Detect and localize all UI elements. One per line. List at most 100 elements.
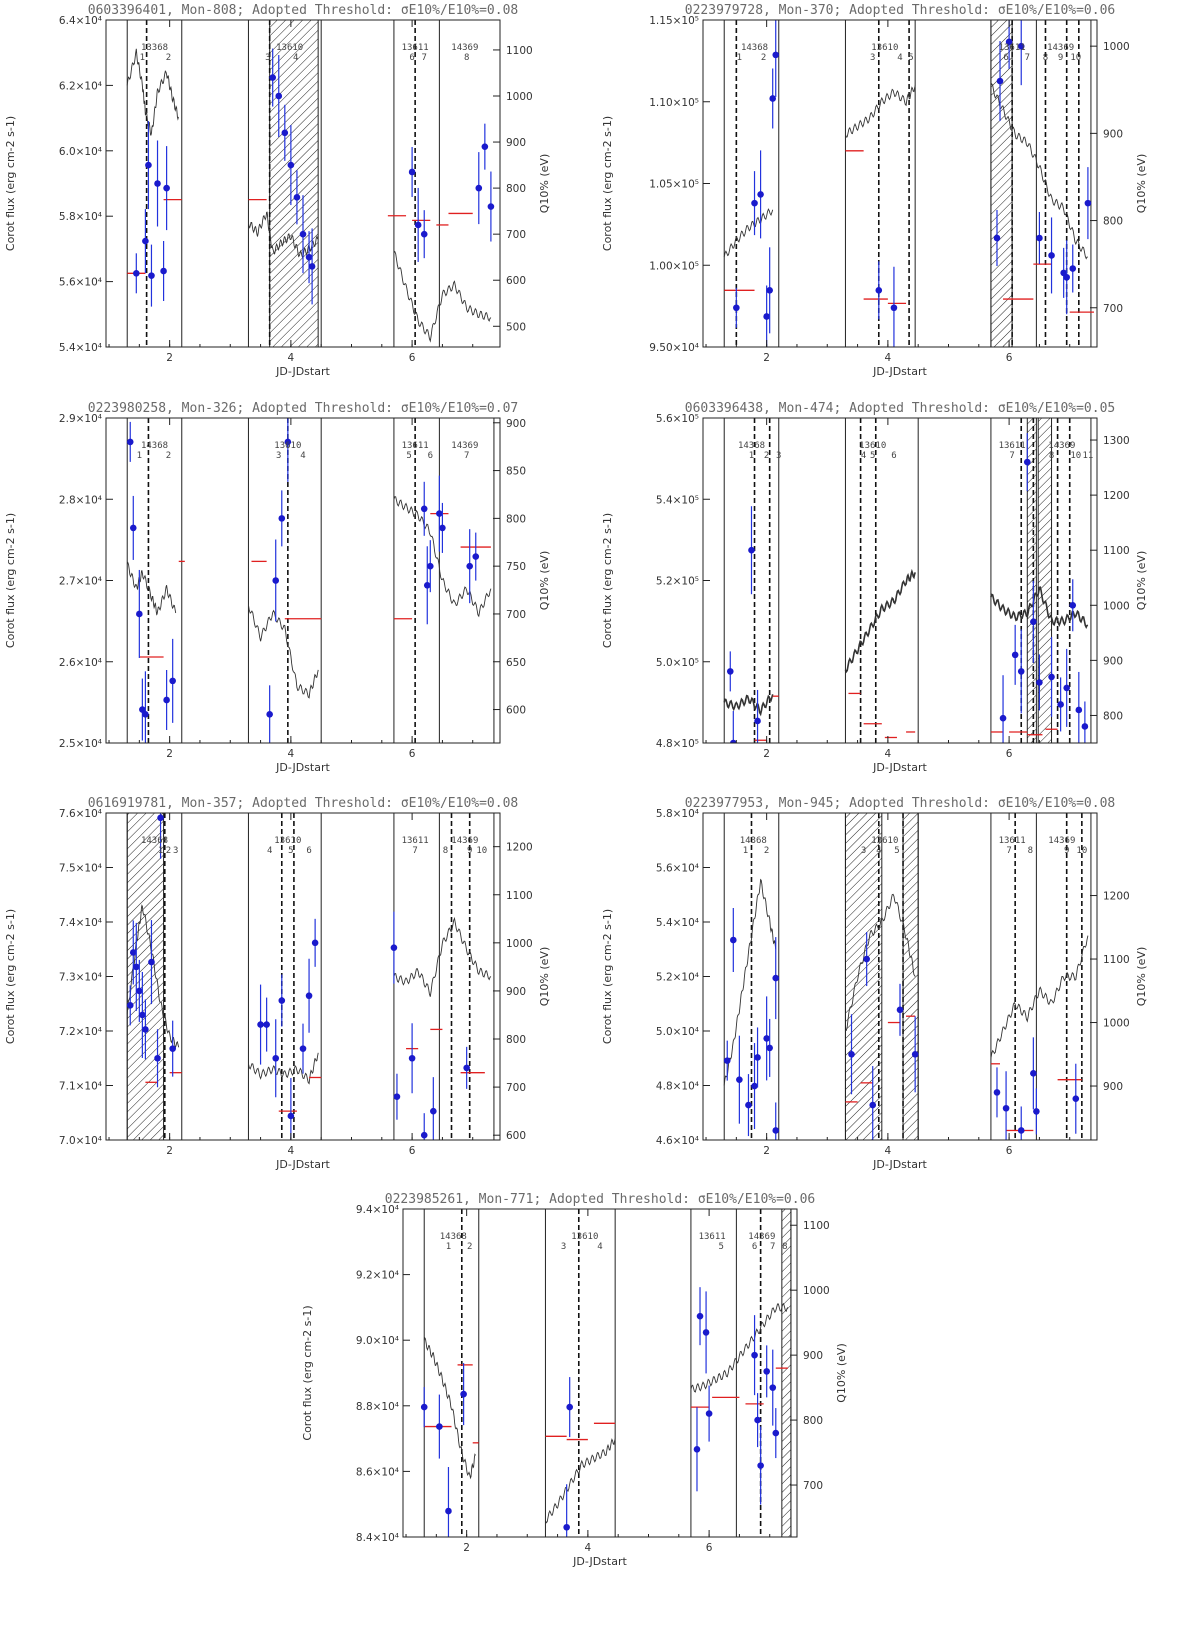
- segment-number-label: 10: [1070, 451, 1081, 461]
- segment-number-label: 5: [719, 1242, 724, 1252]
- y-tick-label: 5.8×10⁴: [656, 808, 699, 820]
- q10-point: [1063, 273, 1070, 281]
- segment-number-label: 4: [300, 451, 305, 461]
- x-axis-label: JD-JDstart: [872, 761, 927, 774]
- q10-point: [730, 936, 737, 944]
- y2-tick-label: 900: [1103, 655, 1123, 667]
- segment-number-label: 4: [861, 451, 866, 461]
- q10-point: [996, 77, 1004, 85]
- q10-point: [305, 992, 313, 1000]
- q10-point: [263, 1021, 270, 1028]
- y2-tick-label: 1000: [506, 91, 533, 103]
- q10-point: [154, 180, 161, 187]
- q10-point: [393, 1093, 401, 1101]
- segment-number-label: 7: [1006, 846, 1011, 856]
- y2-tick-label: 800: [506, 513, 526, 525]
- x-tick-label: 2: [166, 1145, 173, 1157]
- y2-tick-label: 850: [506, 466, 526, 478]
- q10-point: [148, 272, 155, 279]
- segment-number-label: 2: [764, 451, 769, 461]
- y2-tick-label: 1100: [1103, 954, 1130, 966]
- y-tick-label: 8.4×10⁴: [356, 1532, 399, 1544]
- y-axis-label: Corot flux (erg cm-2 s-1): [601, 909, 614, 1044]
- corot-lightcurve: [844, 568, 916, 674]
- y-tick-label: 2.6×10⁴: [59, 657, 102, 669]
- y2-tick-label: 800: [1103, 710, 1123, 722]
- y2-axis-label: Q10% (eV): [1135, 154, 1148, 213]
- q10-point: [439, 524, 446, 532]
- q10-point: [278, 515, 286, 522]
- segment-number-label: 5: [870, 451, 875, 461]
- obs-id-label: 14369: [451, 43, 478, 53]
- q10-point: [126, 1002, 134, 1009]
- y-tick-label: 4.6×10⁴: [656, 1135, 699, 1147]
- hatched-interval: [1037, 418, 1053, 743]
- y2-tick-label: 700: [803, 1480, 823, 1492]
- q10-point: [136, 610, 143, 618]
- y-tick-label: 5.8×10⁴: [59, 211, 102, 223]
- segment-number-label: 1: [137, 451, 142, 461]
- x-tick-label: 6: [1006, 352, 1013, 364]
- y2-tick-label: 800: [506, 183, 526, 195]
- y2-axis-label: Q10% (eV): [835, 1343, 848, 1402]
- q10-point: [754, 1054, 761, 1061]
- panel-title: 0603396438, Mon-474; Adopted Threshold: …: [685, 401, 1115, 416]
- y2-tick-label: 800: [506, 1034, 526, 1046]
- y2-tick-label: 700: [506, 1082, 526, 1094]
- segment-number-label: 6: [409, 53, 414, 63]
- q10-point: [154, 1054, 161, 1062]
- plot-area: [723, 418, 1092, 743]
- q10-point: [1069, 601, 1077, 609]
- segment-number-label: 4: [293, 53, 298, 63]
- q10-point: [420, 230, 428, 238]
- q10-point: [145, 161, 152, 169]
- q10-point: [420, 505, 428, 513]
- q10-point: [287, 1112, 295, 1120]
- segment-number-label: 1: [158, 846, 163, 856]
- q10-point: [142, 1026, 149, 1033]
- q10-point: [754, 717, 761, 725]
- corot-lightcurve: [845, 893, 916, 1032]
- q10-point: [423, 581, 431, 589]
- y2-tick-label: 700: [506, 229, 526, 241]
- y-axis-label: Corot flux (erg cm-2 s-1): [4, 116, 17, 251]
- obs-id-label: 13610: [871, 43, 898, 53]
- y-tick-label: 5.4×10⁴: [656, 917, 699, 929]
- q10-point: [705, 1410, 713, 1417]
- segment-number-label: 3: [561, 1242, 566, 1252]
- y-tick-label: 5.0×10⁵: [656, 657, 699, 669]
- plot-frame: [702, 812, 1098, 1141]
- q10-point: [723, 1057, 731, 1064]
- q10-point: [769, 1384, 777, 1391]
- q10-point: [896, 1006, 904, 1014]
- obs-id-label: 13610: [571, 1232, 598, 1242]
- q10-point: [163, 184, 170, 192]
- y2-tick-label: 900: [1103, 1081, 1123, 1093]
- q10-point: [1048, 673, 1055, 681]
- y2-tick-label: 1200: [506, 842, 533, 854]
- segment-number-label: 8: [443, 846, 448, 856]
- x-tick-label: 2: [763, 1145, 770, 1157]
- y-tick-label: 1.05×10⁵: [649, 179, 699, 191]
- corot-lightcurve: [990, 586, 1089, 630]
- y-tick-label: 5.6×10⁵: [656, 413, 699, 425]
- x-tick-label: 4: [288, 1145, 295, 1157]
- obs-id-label: 13610: [276, 43, 303, 53]
- q10-point: [1048, 252, 1055, 259]
- x-tick-label: 2: [166, 352, 173, 364]
- y2-tick-label: 1100: [803, 1220, 830, 1232]
- q10-point: [993, 234, 1001, 242]
- q10-point: [390, 944, 398, 951]
- q10-point: [1069, 265, 1077, 272]
- segment-number-label: 4: [897, 53, 902, 63]
- q10-point: [445, 1507, 452, 1515]
- q10-point: [1017, 1127, 1025, 1134]
- q10-point: [1033, 1108, 1040, 1115]
- q10-point: [278, 997, 286, 1004]
- q10-point: [136, 987, 143, 995]
- y2-tick-label: 1000: [803, 1285, 830, 1297]
- y2-tick-label: 700: [1103, 303, 1123, 315]
- q10-point: [160, 267, 167, 275]
